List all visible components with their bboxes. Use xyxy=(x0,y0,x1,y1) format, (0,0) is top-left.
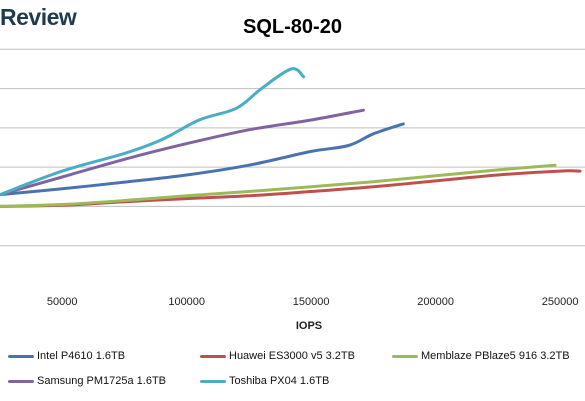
legend-swatch xyxy=(392,354,418,358)
legend-label: Samsung PM1725a 1.6TB xyxy=(37,375,167,387)
legend-swatch xyxy=(200,379,226,383)
x-tick-label: 50000 xyxy=(47,296,78,308)
legend-item: Intel P4610 1.6TB xyxy=(8,348,125,364)
line-chart: 50000 100000 150000 200000 250000 IOPS xyxy=(0,48,585,332)
legend-item: Samsung PM1725a 1.6TB xyxy=(8,373,166,389)
legend-swatch xyxy=(200,354,226,358)
legend-item: Toshiba PX04 1.6TB xyxy=(200,373,329,389)
x-axis-label: IOPS xyxy=(296,320,322,332)
legend-label: Memblaze PBlaze5 916 3.2TB xyxy=(421,350,570,362)
legend-item: Memblaze PBlaze5 916 3.2TB xyxy=(392,348,570,364)
x-tick-label: 100000 xyxy=(168,296,205,308)
gridlines xyxy=(0,48,585,247)
x-tick-label: 250000 xyxy=(542,296,579,308)
legend-swatch xyxy=(8,354,34,358)
legend-item: Huawei ES3000 v5 3.2TB xyxy=(200,348,355,364)
review-logo: Review xyxy=(0,4,77,30)
series-line-memblaze-pblaze5-916-3-2tb xyxy=(0,163,557,208)
x-tick-label: 150000 xyxy=(293,296,330,308)
legend-swatch xyxy=(8,379,34,383)
series-lines xyxy=(0,67,582,208)
series-line-intel-p4610-1-6tb xyxy=(0,122,405,197)
legend-label: Toshiba PX04 1.6TB xyxy=(229,375,330,387)
chart-title: SQL-80-20 xyxy=(243,16,342,38)
series-line-samsung-pm1725a-1-6tb xyxy=(0,108,365,197)
x-tick-label: 200000 xyxy=(417,296,454,308)
x-tick-labels: 50000 100000 150000 200000 250000 xyxy=(47,296,579,308)
legend-label: Huawei ES3000 v5 3.2TB xyxy=(229,350,355,362)
chart-legend: Intel P4610 1.6TB Huawei ES3000 v5 3.2TB M… xyxy=(0,344,585,401)
legend-label: Intel P4610 1.6TB xyxy=(37,350,126,362)
series-line-toshiba-px04-1-6tb xyxy=(0,67,306,197)
